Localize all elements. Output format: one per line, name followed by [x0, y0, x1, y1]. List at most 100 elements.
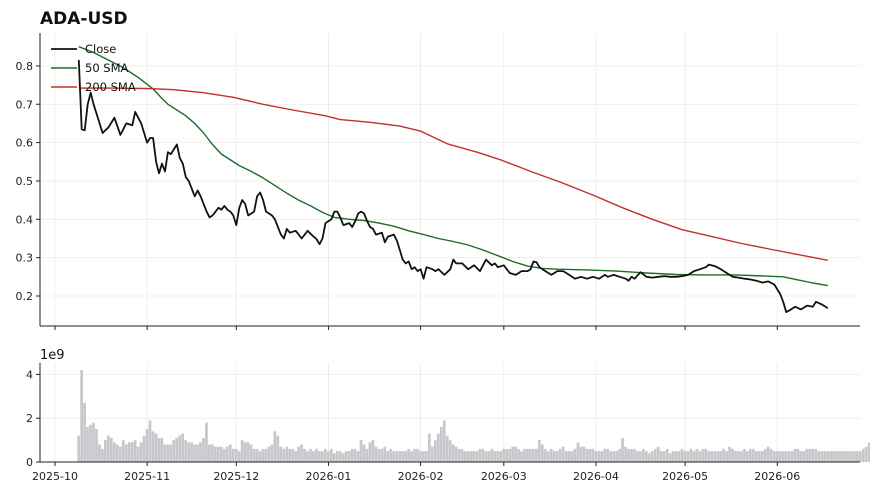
volume-bar [326, 451, 330, 462]
volume-bar [139, 442, 143, 462]
volume-y-tick-label: 0 [26, 456, 33, 469]
volume-bar [603, 448, 607, 462]
volume-bar [680, 448, 684, 462]
volume-bar [202, 437, 205, 462]
volume-panel: 0 2 4 2025-10 2025-11 2025-12 2026-01 2026-02 20… [26, 348, 870, 483]
volume-bar [451, 444, 455, 462]
volume-bar [469, 451, 473, 462]
volume-bar [297, 446, 300, 462]
volume-bar [294, 451, 297, 462]
volume-bar [315, 448, 318, 462]
volume-bar [511, 446, 514, 462]
volume-bar [374, 446, 378, 462]
volume-bar [136, 446, 140, 462]
volume-bar [864, 446, 868, 462]
volume-bar [546, 451, 550, 462]
volume-bar [279, 446, 283, 462]
volume-bar [130, 442, 134, 462]
volume-bar [677, 451, 681, 462]
volume-bar [692, 451, 696, 462]
volume-bar [567, 451, 571, 462]
chart-title: ADA-USD [40, 9, 128, 29]
volume-bar [653, 448, 657, 462]
volume-bar [609, 451, 613, 462]
volume-bar [193, 444, 196, 462]
volume-bar [683, 451, 687, 462]
volume-bar [576, 442, 580, 462]
volume-bar [121, 440, 125, 462]
volume-bar [517, 448, 520, 462]
volume-bar [725, 451, 728, 462]
volume-bar [252, 448, 256, 462]
volume-bar [781, 451, 785, 462]
volume-bar [211, 444, 214, 462]
volume-bar [472, 451, 476, 462]
volume-bar [267, 446, 271, 462]
volume-bar [481, 448, 485, 462]
volume-bar [246, 442, 250, 462]
volume-bar [190, 442, 193, 462]
volume-bar [823, 451, 827, 462]
volume-bar [398, 451, 402, 462]
volume-bar [558, 448, 562, 462]
volume-bar [422, 451, 425, 462]
volume-bar [300, 444, 303, 462]
volume-bar [790, 451, 794, 462]
volume-bar [615, 451, 618, 462]
volume-bar [163, 444, 167, 462]
volume-bar [749, 448, 752, 462]
volume-bar [95, 429, 98, 462]
volume-bar [285, 446, 289, 462]
volume-bar [523, 448, 526, 462]
price-panel: 0.2 0.3 0.4 0.5 0.6 0.7 0.8 [16, 33, 860, 330]
volume-bar [148, 420, 152, 462]
volume-bar [282, 448, 286, 462]
price-y-tick-label: 0.5 [16, 175, 34, 188]
volume-bar [407, 448, 410, 462]
volume-bar [630, 448, 633, 462]
volume-bar [772, 451, 776, 462]
volume-bar [799, 451, 803, 462]
volume-bar [225, 446, 229, 462]
volume-bar [109, 437, 113, 462]
volume-bar [508, 448, 511, 462]
volume-bar [303, 448, 306, 462]
volume-bar [526, 448, 529, 462]
volume-bar [543, 448, 547, 462]
volume-bar [380, 448, 384, 462]
volume-bar [618, 448, 621, 462]
volume-bar [460, 448, 464, 462]
volume-bar [347, 451, 351, 462]
volume-bar [475, 451, 479, 462]
x-tick-label: 2026-01 [305, 470, 351, 483]
volume-bar [466, 451, 470, 462]
volume-bar [154, 433, 158, 462]
volume-bar [582, 446, 586, 462]
volume-bar [820, 451, 824, 462]
volume-bar [166, 444, 170, 462]
volume-bar [636, 451, 639, 462]
volume-bar [656, 446, 660, 462]
volume-bar [665, 448, 669, 462]
volume-bar [208, 444, 211, 462]
volume-bar [255, 448, 259, 462]
volume-bar [549, 448, 553, 462]
volume-bar [172, 440, 176, 462]
volume-bar [332, 453, 336, 462]
volume-bar [362, 444, 366, 462]
volume-bar [710, 451, 714, 462]
volume-bar [621, 437, 624, 462]
volume-bar [318, 451, 321, 462]
volume-bar [258, 451, 262, 462]
volume-bar [199, 442, 202, 462]
volume-bar [371, 440, 375, 462]
price-y-tick-label: 0.4 [16, 213, 34, 226]
series-line-close [77, 60, 829, 313]
volume-bar [359, 440, 363, 462]
volume-bar [746, 451, 749, 462]
volume-bar [419, 451, 422, 462]
volume-scale-label: 1e9 [40, 348, 65, 363]
volume-bar [532, 448, 535, 462]
volume-bar [365, 448, 369, 462]
